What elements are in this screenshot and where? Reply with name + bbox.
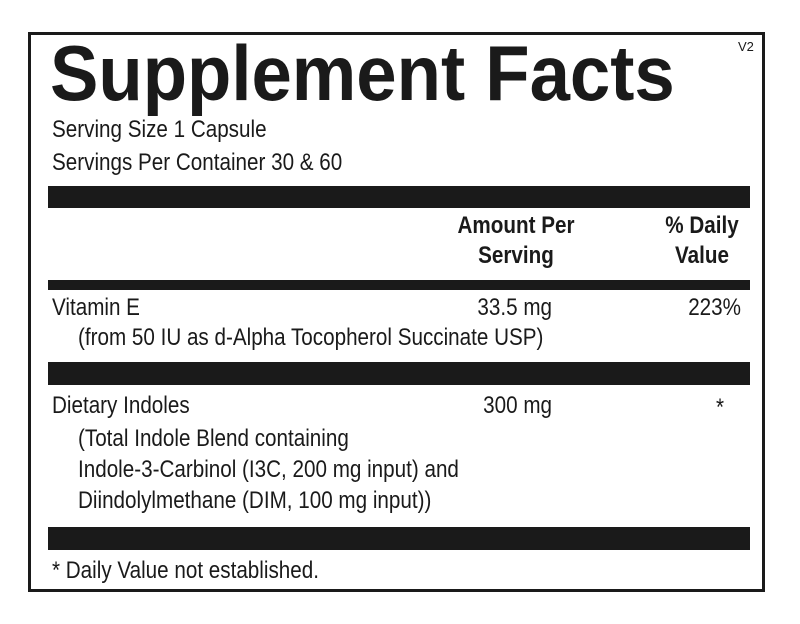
supplement-facts-panel [28, 32, 765, 592]
thick-divider [48, 186, 750, 208]
servings-per-container: Servings Per Container 30 & 60 [52, 149, 343, 176]
nutrient-name: Dietary Indoles [52, 392, 190, 419]
amount-header-line2: Serving [478, 242, 554, 269]
dv-header-line2: Value [675, 242, 729, 269]
thick-divider [48, 527, 750, 550]
nutrient-amount: 300 mg [483, 392, 552, 419]
version-label: V2 [738, 39, 754, 54]
serving-size: Serving Size 1 Capsule [52, 116, 267, 143]
nutrient-detail: (Total Indole Blend containing [78, 425, 349, 452]
nutrient-detail: Indole-3-Carbinol (I3C, 200 mg input) an… [78, 456, 459, 483]
panel-title: Supplement Facts [50, 29, 675, 117]
nutrient-name: Vitamin E [52, 294, 140, 321]
footnote: * Daily Value not established. [52, 557, 319, 584]
medium-divider [48, 280, 750, 290]
nutrient-detail: Diindolylmethane (DIM, 100 mg input)) [78, 487, 432, 514]
amount-header-line1: Amount Per [457, 212, 575, 239]
thick-divider [48, 362, 750, 385]
nutrient-detail: (from 50 IU as d-Alpha Tocopherol Succin… [78, 324, 544, 351]
nutrient-dv: * [715, 394, 725, 421]
nutrient-amount: 33.5 mg [477, 294, 552, 321]
nutrient-dv: 223% [688, 294, 741, 321]
dv-header-line1: % Daily [665, 212, 739, 239]
